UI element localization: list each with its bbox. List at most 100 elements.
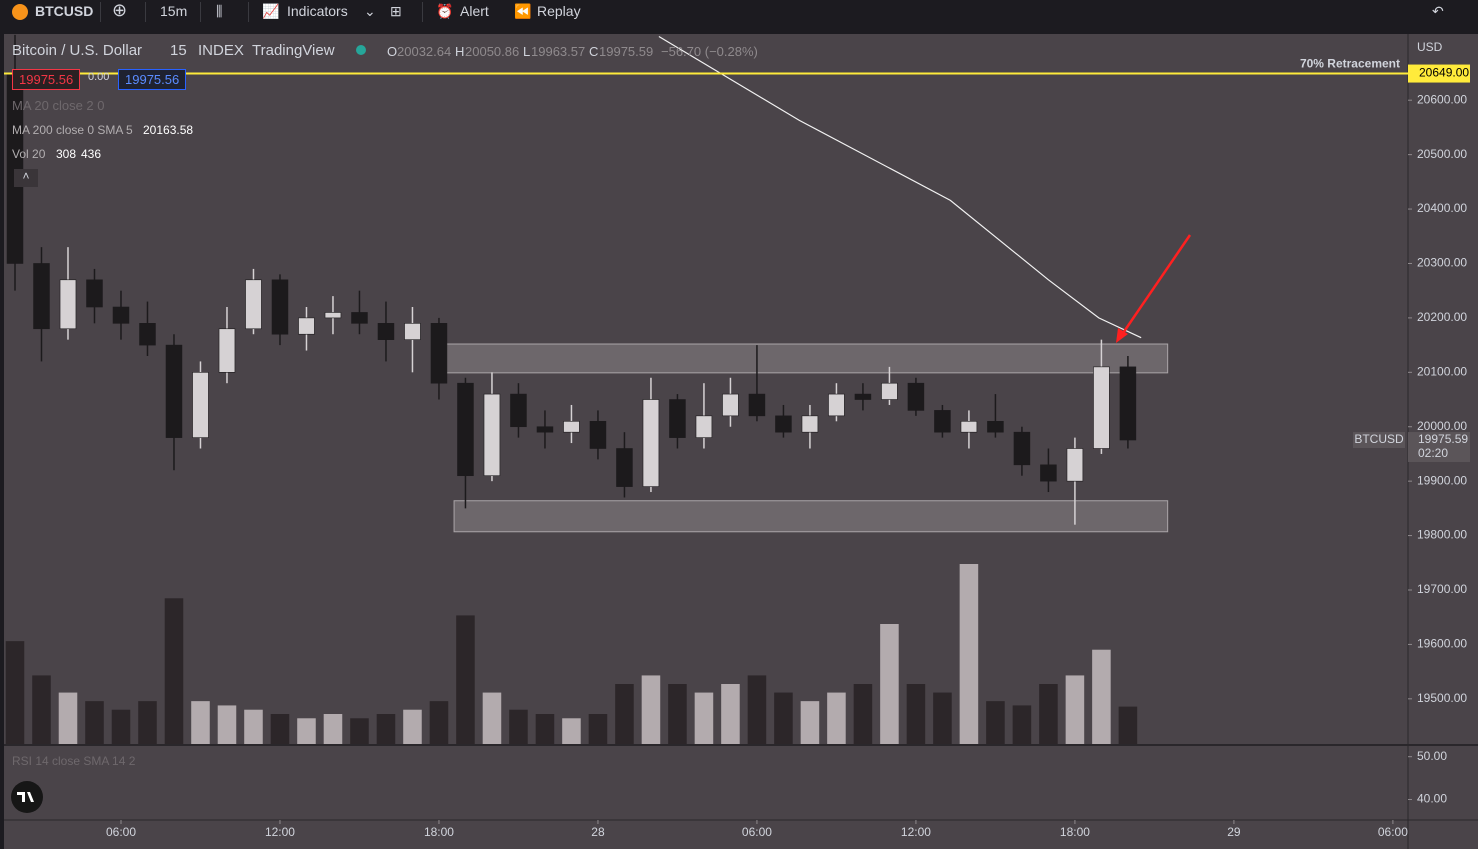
- ohlc-label: C: [589, 44, 599, 59]
- volume-bar: [959, 564, 979, 744]
- candle-body: [907, 382, 925, 411]
- replay[interactable]: Replay: [537, 3, 581, 19]
- volume-bar: [1092, 649, 1111, 744]
- candle-body: [404, 323, 421, 340]
- candle-body: [271, 279, 289, 335]
- y-tick-label: 19700.00: [1417, 582, 1467, 596]
- candle-body: [59, 279, 77, 330]
- volume-bar: [588, 714, 608, 744]
- volume-bar: [1039, 684, 1058, 744]
- candle-body: [1013, 431, 1031, 466]
- volume-bar: [535, 714, 555, 744]
- last-price-label: 19975.59: [1418, 432, 1468, 446]
- candle-body: [139, 323, 156, 346]
- tv-logo: [11, 781, 43, 813]
- ma200-value: 20163.58: [143, 123, 194, 137]
- candle-body: [377, 323, 395, 340]
- bid[interactable]: 19975.56: [12, 69, 81, 90]
- candle-body: [1119, 366, 1137, 441]
- candle-body: [616, 448, 633, 487]
- interval[interactable]: 15m: [160, 3, 188, 19]
- layouts[interactable]: ⊞: [390, 3, 402, 19]
- symbol-icon: [12, 4, 28, 20]
- y-tick-label: 20300.00: [1417, 256, 1467, 270]
- indicators-icon: 📈: [262, 3, 280, 19]
- candle-body: [165, 344, 183, 438]
- volume-bar: [164, 598, 184, 744]
- x-tick-label: 06:00: [106, 825, 136, 839]
- ohlc-value: 20050.86: [465, 44, 520, 59]
- symbol-tag: [1353, 432, 1405, 449]
- chart-type[interactable]: ⫼: [216, 3, 223, 19]
- collapse-legend[interactable]: ˄: [14, 169, 38, 187]
- price-line-text: 70% Retracement: [1300, 57, 1400, 71]
- candle-body: [324, 312, 342, 319]
- add-symbol[interactable]: ⊕: [112, 0, 128, 20]
- ohlc-label: O: [387, 44, 398, 59]
- candle-body: [245, 279, 262, 330]
- ohlc-label: L: [523, 44, 531, 59]
- volume-bar: [111, 709, 131, 744]
- symbol[interactable]: BTCUSD: [35, 3, 94, 19]
- candle-body: [589, 420, 607, 449]
- ma200-label: MA 200 close 0 SMA 5: [12, 123, 133, 137]
- zone: [445, 343, 1169, 374]
- volume-bar: [562, 718, 581, 744]
- candle-body: [563, 420, 580, 433]
- candle-body: [881, 382, 898, 400]
- volume-bar: [668, 684, 687, 744]
- volume-bar: [297, 718, 316, 744]
- y-tick-label: 20500.00: [1417, 147, 1467, 161]
- y-tick-label: 20000.00: [1417, 419, 1467, 433]
- replay-icon: ⏪: [514, 3, 532, 19]
- candle-body: [722, 393, 739, 417]
- indicators[interactable]: Indicators: [287, 3, 348, 19]
- volume-bar: [721, 684, 740, 744]
- countdown: 02:20: [1418, 446, 1448, 460]
- candle-body: [695, 415, 713, 438]
- volume-bar: [880, 624, 899, 744]
- candle-body: [828, 393, 845, 417]
- volume-bar: [244, 709, 263, 744]
- candle-body: [987, 420, 1004, 433]
- separator: [100, 2, 101, 22]
- x-tick-label: 06:00: [1378, 825, 1408, 839]
- volume-bar: [1012, 705, 1032, 744]
- candle-body: [192, 372, 209, 438]
- volume-bar: [403, 709, 422, 744]
- separator: [145, 2, 146, 22]
- volume-bar: [641, 675, 661, 744]
- rsi-label: RSI 14 close SMA 14 2: [12, 754, 136, 768]
- volume-bar: [350, 718, 369, 744]
- dropdown[interactable]: ⌄: [364, 3, 376, 19]
- change: −56.70 (−0.28%): [661, 44, 758, 59]
- candle-body: [430, 323, 448, 384]
- volume-bar: [85, 701, 104, 744]
- volume-bar: [509, 709, 528, 744]
- y-tick-label: 20400.00: [1417, 201, 1467, 215]
- x-tick-label: 28: [591, 825, 605, 839]
- alert[interactable]: Alert: [460, 3, 489, 19]
- x-tick-label: 06:00: [742, 825, 772, 839]
- undo[interactable]: ↶: [1432, 3, 1444, 19]
- candle-body: [483, 393, 501, 477]
- candle-body: [669, 399, 686, 438]
- volume-bar: [456, 615, 475, 744]
- ohlc-value: 20032.64: [397, 44, 452, 59]
- ma20-label: MA 20 close 2 0: [12, 98, 105, 113]
- price-line-tag: [1408, 64, 1470, 83]
- volume-bar: [376, 714, 396, 744]
- candle-body: [854, 393, 872, 400]
- ohlc-value: 19975.59: [599, 44, 654, 59]
- rsi-tick-label: 50.00: [1417, 749, 1447, 763]
- ask[interactable]: 19975.56: [118, 69, 187, 90]
- candle-body: [1066, 448, 1084, 482]
- symbol-tag-label: BTCUSD: [1354, 432, 1404, 446]
- volume-bar: [270, 714, 290, 744]
- volume-bar: [429, 701, 449, 744]
- symbol-name: Bitcoin / U.S. Dollar: [12, 42, 143, 59]
- volume-bar: [615, 684, 634, 744]
- volume-bar: [774, 692, 793, 744]
- currency[interactable]: USD: [1417, 40, 1443, 54]
